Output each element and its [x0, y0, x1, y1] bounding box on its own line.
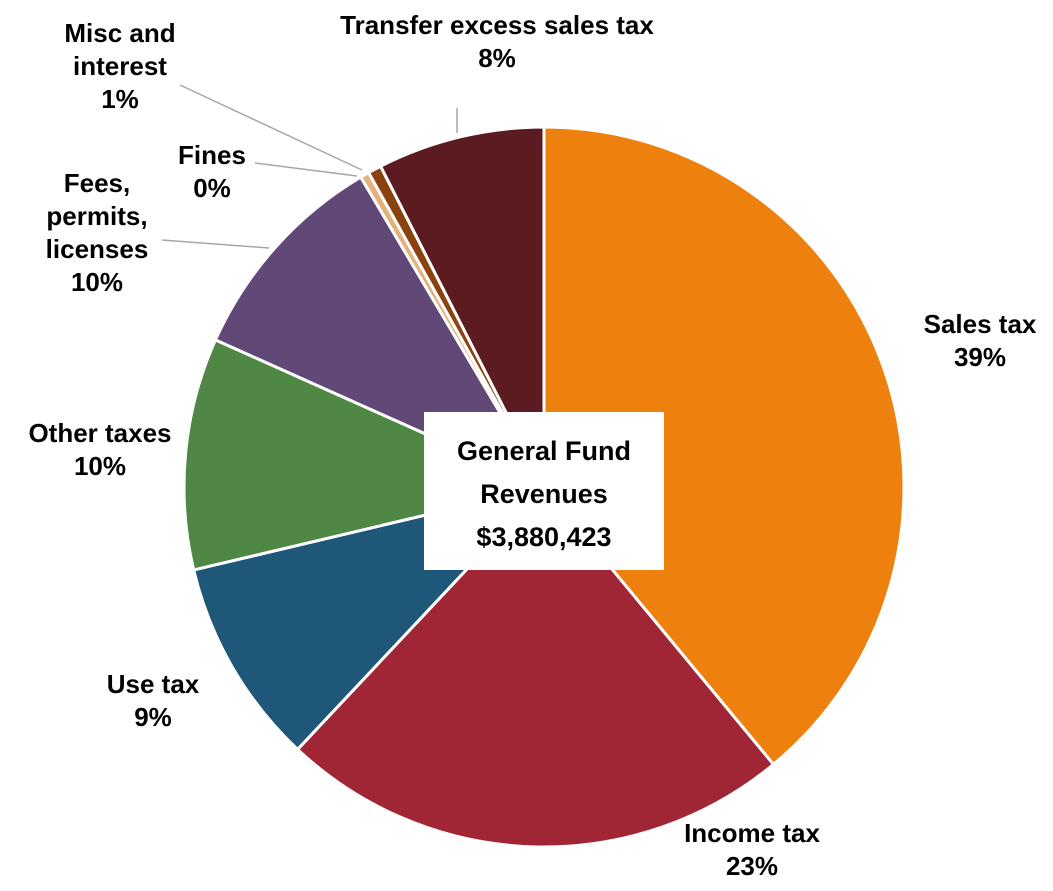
slice-label-name: Misc and: [64, 18, 175, 48]
leader-line-5: [254, 162, 358, 177]
slice-label-name: Transfer excess sales tax: [340, 10, 654, 40]
pie-slice-0: [542, 125, 906, 767]
slice-label-6: Misc and interest 1%: [64, 18, 175, 114]
slice-label-percent: 1%: [101, 84, 139, 114]
pie-slice-1: [295, 484, 776, 849]
slice-label-percent: 10%: [74, 451, 126, 481]
slice-label-name: Use tax: [107, 669, 200, 699]
leader-line-6: [179, 84, 363, 171]
slice-label-name: Income tax: [684, 818, 820, 848]
slice-labels: Sales tax 39% Income tax 23% Use tax 9% Other …: [28, 10, 1036, 881]
slice-label-percent: 10%: [71, 267, 123, 297]
slice-label-percent: 9%: [134, 702, 172, 732]
slice-label-3: Other taxes 10%: [28, 418, 171, 481]
slice-label-4: Fees, permits, licenses 10%: [46, 168, 149, 297]
slice-label-1: Income tax 23%: [684, 818, 820, 881]
slice-label-name: Other taxes: [28, 418, 171, 448]
slice-label-percent: 39%: [954, 342, 1006, 372]
slice-label-2: Use tax 9%: [107, 669, 200, 732]
pie-slice-4: [213, 175, 548, 491]
leader-lines: [161, 84, 458, 249]
slice-label-name: Fees,: [64, 168, 131, 198]
pie-slice-3: [182, 337, 549, 572]
center-label-line3: $3,880,423: [476, 522, 611, 552]
center-label-line1: General Fund: [457, 436, 631, 466]
pie-slice-7: [378, 125, 546, 488]
slice-label-name: Fines: [178, 140, 246, 170]
slice-label-5: Fines 0%: [178, 140, 246, 203]
slice-label-name: permits,: [46, 201, 147, 231]
slice-label-name: licenses: [46, 234, 149, 264]
slice-label-7: Transfer excess sales tax 8%: [340, 10, 654, 73]
slice-label-name: interest: [73, 51, 167, 81]
slice-label-0: Sales tax 39%: [924, 309, 1037, 372]
slice-label-percent: 23%: [726, 851, 778, 881]
slice-label-percent: 8%: [478, 43, 516, 73]
center-label-line2: Revenues: [480, 479, 608, 509]
center-label-box: [424, 412, 664, 570]
center-label: General Fund Revenues $3,880,423: [424, 412, 664, 570]
slice-label-percent: 0%: [193, 173, 231, 203]
slice-label-name: Sales tax: [924, 309, 1037, 339]
leader-line-4: [161, 239, 270, 249]
